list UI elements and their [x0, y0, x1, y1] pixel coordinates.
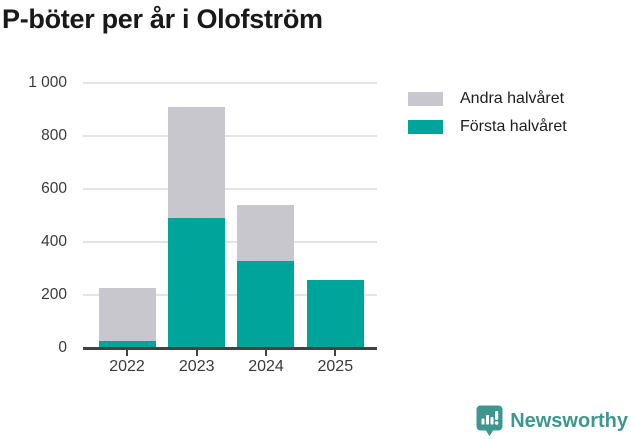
- y-tick-label-400: 400: [41, 233, 67, 250]
- x-tick-label-2025: 2025: [317, 358, 354, 375]
- gridline-200: [83, 294, 377, 296]
- legend-label-1: Första halvåret: [460, 118, 567, 135]
- y-tick-label-800: 800: [41, 127, 67, 144]
- y-tick-label-1000: 1 000: [28, 74, 67, 91]
- x-tick-2023: [195, 349, 198, 356]
- plot-area: 2022 2023 2024 2025: [83, 82, 377, 375]
- bar-2024-segment-1: [237, 204, 295, 261]
- newsworthy-logo-icon: [476, 405, 503, 437]
- legend-item-1: Första halvåret: [408, 118, 567, 136]
- x-axis-line: [83, 347, 377, 350]
- bar-2023-segment-0: [168, 218, 226, 348]
- bar-2022-segment-0: [98, 341, 156, 348]
- legend: Andra halvåret Första halvåret: [408, 90, 567, 146]
- x-tick-2024: [264, 349, 267, 356]
- gridline-1000: [83, 82, 377, 84]
- x-tick-2025: [334, 349, 337, 356]
- bar-2024-segment-0: [237, 260, 295, 348]
- x-tick-label-2022: 2022: [109, 358, 145, 375]
- y-axis-labels: 0 200 400 600 800 1 000: [0, 74, 67, 356]
- gridline-800: [83, 135, 377, 137]
- brand-name: Newsworthy: [510, 409, 628, 432]
- gridline-400: [83, 241, 377, 243]
- x-tick-2022: [126, 349, 128, 356]
- legend-swatch-0: [408, 92, 443, 106]
- bar-2023-segment-1: [168, 106, 226, 219]
- x-tick-label-2024: 2024: [248, 358, 284, 375]
- bar-2025-segment-0: [306, 280, 364, 348]
- x-tick-label-2023: 2023: [178, 358, 215, 375]
- newsworthy-brand-link[interactable]: Newsworthy: [476, 405, 628, 437]
- gridline-600: [83, 188, 377, 190]
- chart-title: P-böter per år i Olofström: [2, 4, 323, 34]
- y-tick-label-0: 0: [58, 339, 67, 356]
- y-tick-label-200: 200: [41, 286, 67, 303]
- legend-swatch-1: [408, 120, 443, 134]
- y-tick-label-600: 600: [41, 180, 67, 197]
- legend-item-0: Andra halvåret: [408, 90, 567, 108]
- legend-label-0: Andra halvåret: [460, 90, 565, 107]
- bar-2022-segment-1: [98, 288, 156, 342]
